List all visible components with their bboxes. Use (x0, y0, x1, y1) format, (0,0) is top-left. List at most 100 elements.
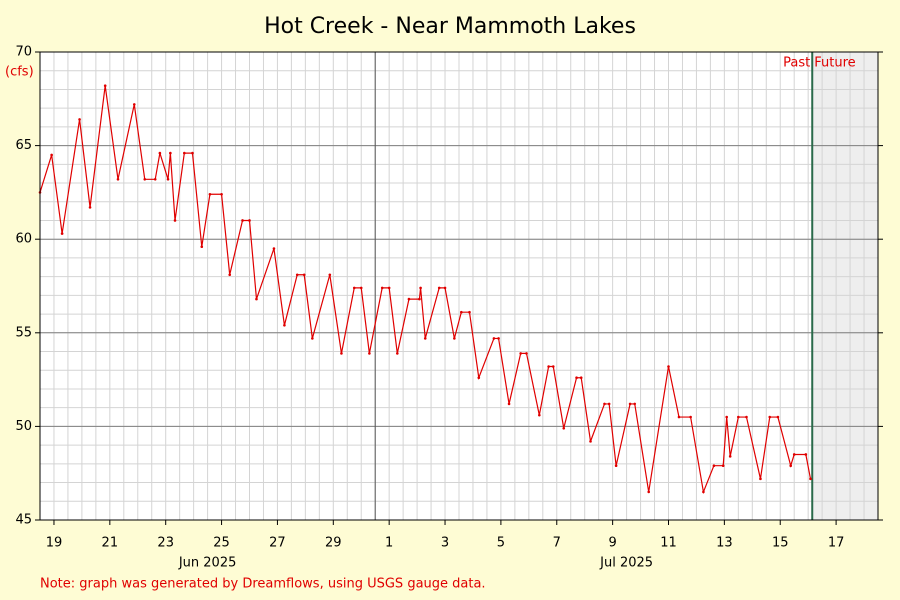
flow-point (589, 440, 592, 443)
footnote: Note: graph was generated by Dreamflows,… (40, 577, 486, 592)
month-label: Jul 2025 (599, 556, 653, 571)
flow-point (538, 413, 541, 417)
flow-point (497, 337, 500, 340)
flow-point (328, 273, 332, 277)
flow-point (272, 247, 276, 250)
flow-point (603, 402, 606, 406)
future-label: Future (814, 56, 855, 71)
flow-point (468, 310, 471, 314)
flow-point (418, 297, 421, 301)
flow-point (407, 297, 411, 301)
flow-point (132, 103, 136, 106)
flow-point (437, 286, 441, 290)
flow-point (712, 464, 716, 468)
flow-point (804, 453, 808, 456)
y-tick-label: 70 (15, 45, 32, 60)
y-tick-label: 55 (15, 325, 32, 340)
flow-point (359, 286, 363, 290)
x-tick-label: 21 (102, 536, 119, 551)
flow-point (220, 192, 223, 196)
flow-point (702, 490, 705, 494)
flow-point (228, 273, 232, 277)
flow-point (368, 352, 371, 355)
flow-point (191, 151, 194, 155)
flow-point (208, 192, 212, 196)
flow-point (689, 415, 692, 419)
flow-point (453, 337, 456, 340)
flow-point (492, 337, 496, 340)
flow-point (423, 337, 427, 340)
flow-point (380, 286, 384, 290)
x-tick-label: 5 (497, 536, 505, 551)
flow-point (725, 415, 728, 419)
flow-point (551, 365, 555, 368)
x-tick-label: 25 (213, 536, 230, 551)
flow-point (116, 177, 120, 181)
flow-point (143, 177, 147, 181)
flow-point (547, 365, 550, 368)
flow-point (396, 352, 399, 355)
flow-point (295, 273, 299, 277)
flow-point (607, 402, 611, 406)
y-tick-label: 50 (15, 419, 32, 434)
flow-point (745, 415, 748, 419)
flow-point (477, 376, 481, 380)
flow-point (88, 206, 92, 209)
flow-point (352, 286, 356, 290)
flow-point (792, 453, 796, 456)
flow-point (50, 153, 53, 157)
flow-point (768, 415, 772, 419)
x-tick-label: 11 (660, 536, 677, 551)
flow-point (759, 477, 762, 481)
flow-point (789, 464, 793, 468)
flow-point (460, 310, 463, 314)
x-tick-label: 7 (553, 536, 561, 551)
x-tick-label: 19 (46, 536, 63, 551)
flow-point (507, 402, 511, 406)
flow-point (200, 245, 204, 248)
flow-point (519, 352, 522, 355)
flow-point (153, 177, 157, 181)
flow-point (241, 219, 244, 222)
flow-point (419, 286, 422, 290)
flow-point (311, 337, 314, 340)
flow-point (575, 376, 578, 380)
flow-point (721, 464, 725, 468)
flow-point (776, 415, 780, 419)
x-tick-label: 27 (269, 536, 286, 551)
flow-point (340, 352, 343, 355)
flow-point (647, 490, 651, 494)
flow-point (283, 324, 286, 327)
flow-point (183, 151, 186, 155)
flow-point (78, 118, 81, 121)
flow-point (248, 219, 251, 222)
y-tick-label: 65 (15, 138, 32, 153)
flow-point (169, 151, 172, 155)
flow-point (809, 477, 812, 481)
flow-point (562, 426, 566, 430)
flow-point (103, 84, 107, 87)
plot-border (39, 51, 879, 521)
flow-point (443, 286, 447, 290)
x-tick-label: 29 (325, 536, 342, 551)
flow-point (614, 464, 618, 468)
flow-point (633, 402, 637, 406)
flow-point (667, 365, 670, 368)
x-tick-label: 15 (772, 536, 789, 551)
flow-point (728, 455, 732, 458)
chart-title: Hot Creek - Near Mammoth Lakes (264, 14, 636, 39)
flow-point (302, 273, 306, 277)
flow-point (677, 415, 681, 419)
flow-point (737, 415, 740, 419)
future-region (812, 52, 878, 520)
flow-point (387, 286, 391, 290)
flow-point (255, 297, 258, 301)
x-tick-label: 3 (441, 536, 449, 551)
x-tick-label: 13 (716, 536, 733, 551)
y-tick-label: 45 (15, 513, 32, 528)
flow-point (525, 352, 528, 355)
flow-point (60, 232, 64, 235)
flow-point (166, 177, 170, 181)
